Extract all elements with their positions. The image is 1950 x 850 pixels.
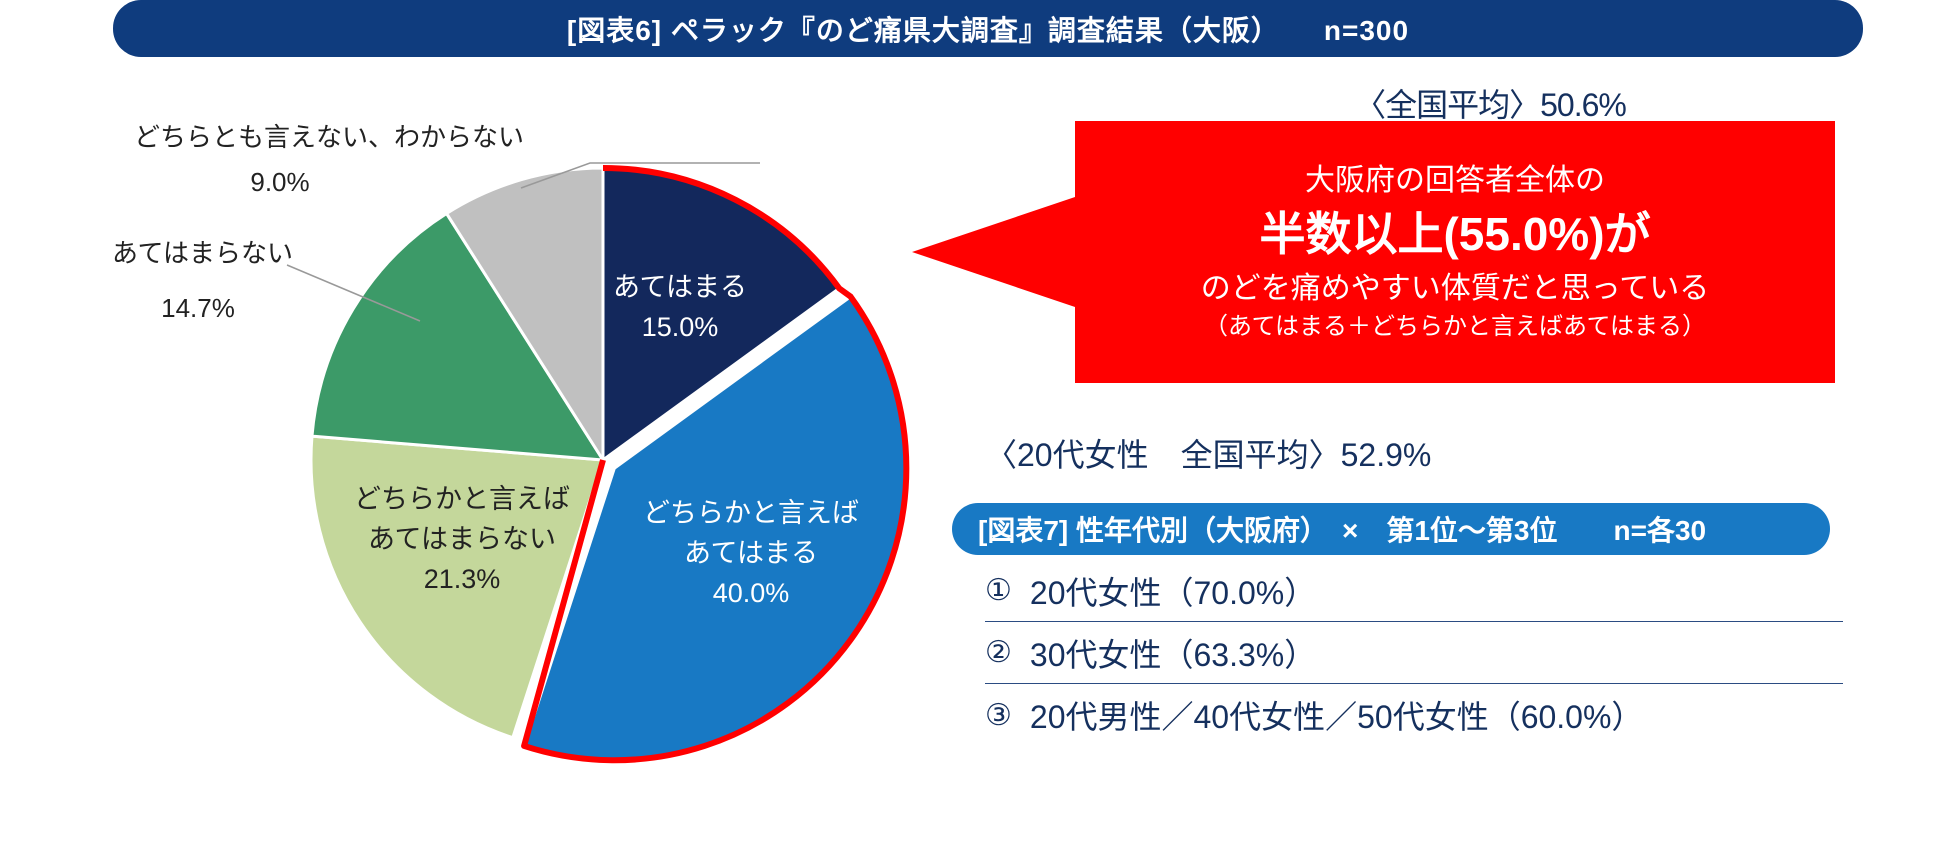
svg-text:あてはまる: あてはまる (613, 272, 747, 302)
svg-text:あてはまらない: あてはまらない (368, 524, 556, 554)
svg-text:21.3%: 21.3% (424, 564, 501, 594)
svg-text:どちらとも言えない、わからない: どちらとも言えない、わからない (134, 122, 524, 152)
svg-text:あてはまらない: あてはまらない (112, 238, 293, 268)
svg-text:どちらかと言えば: どちらかと言えば (354, 484, 570, 514)
svg-text:15.0%: 15.0% (642, 312, 719, 342)
svg-text:14.7%: 14.7% (161, 293, 235, 323)
svg-text:どちらかと言えば: どちらかと言えば (643, 498, 859, 528)
svg-text:あてはまる: あてはまる (684, 538, 818, 568)
svg-text:40.0%: 40.0% (713, 578, 790, 608)
svg-text:9.0%: 9.0% (250, 167, 309, 197)
